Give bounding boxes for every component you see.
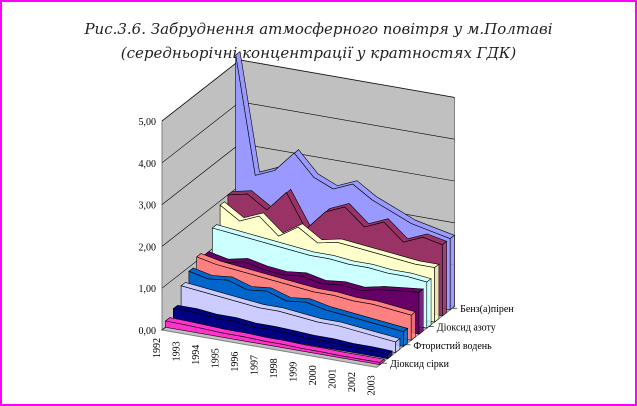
x-tick-label: 2002 bbox=[347, 372, 358, 392]
series-end bbox=[387, 350, 393, 360]
y-tick-label: 0,00 bbox=[139, 326, 157, 337]
series-end bbox=[449, 234, 455, 311]
x-tick-label: 2000 bbox=[308, 365, 319, 385]
y-tick-label: 3,00 bbox=[139, 201, 157, 212]
chart-subtitle: (середньорічні концентрації у кратностях… bbox=[120, 44, 517, 62]
depth-label: Бенз(а)пірен bbox=[460, 304, 514, 315]
x-tick-label: 1994 bbox=[191, 345, 202, 365]
chart-title: Рис.3.6. Забруднення атмосферного повітр… bbox=[84, 20, 553, 38]
series-end bbox=[434, 263, 440, 323]
y-tick-label: 2,00 bbox=[139, 242, 157, 253]
x-tick-label: 2001 bbox=[328, 369, 339, 389]
x-tick-label: 1997 bbox=[250, 355, 261, 375]
y-tick-label: 1,00 bbox=[139, 284, 157, 295]
series-end bbox=[442, 240, 448, 317]
series-end bbox=[403, 327, 409, 348]
series-end bbox=[418, 288, 424, 335]
x-tick-label: 2003 bbox=[367, 375, 378, 395]
x-tick-label: 1999 bbox=[289, 362, 300, 382]
x-tick-label: 1996 bbox=[230, 352, 241, 372]
x-tick-label: 1998 bbox=[269, 358, 280, 378]
x-tick-label: 1995 bbox=[211, 348, 222, 368]
series-end bbox=[426, 278, 432, 329]
x-tick-label: 1992 bbox=[152, 338, 163, 358]
y-tick-label: 5,00 bbox=[139, 117, 157, 128]
depth-label: Діоксид азоту bbox=[437, 323, 496, 334]
series-end bbox=[379, 358, 385, 366]
x-tick-label: 1993 bbox=[172, 341, 183, 361]
depth-label: Діоксид сірки bbox=[390, 359, 450, 370]
series-end bbox=[395, 337, 401, 354]
depth-label: Фтористий водень bbox=[413, 341, 492, 352]
y-tick-label: 4,00 bbox=[139, 159, 157, 170]
series-end bbox=[410, 311, 416, 341]
